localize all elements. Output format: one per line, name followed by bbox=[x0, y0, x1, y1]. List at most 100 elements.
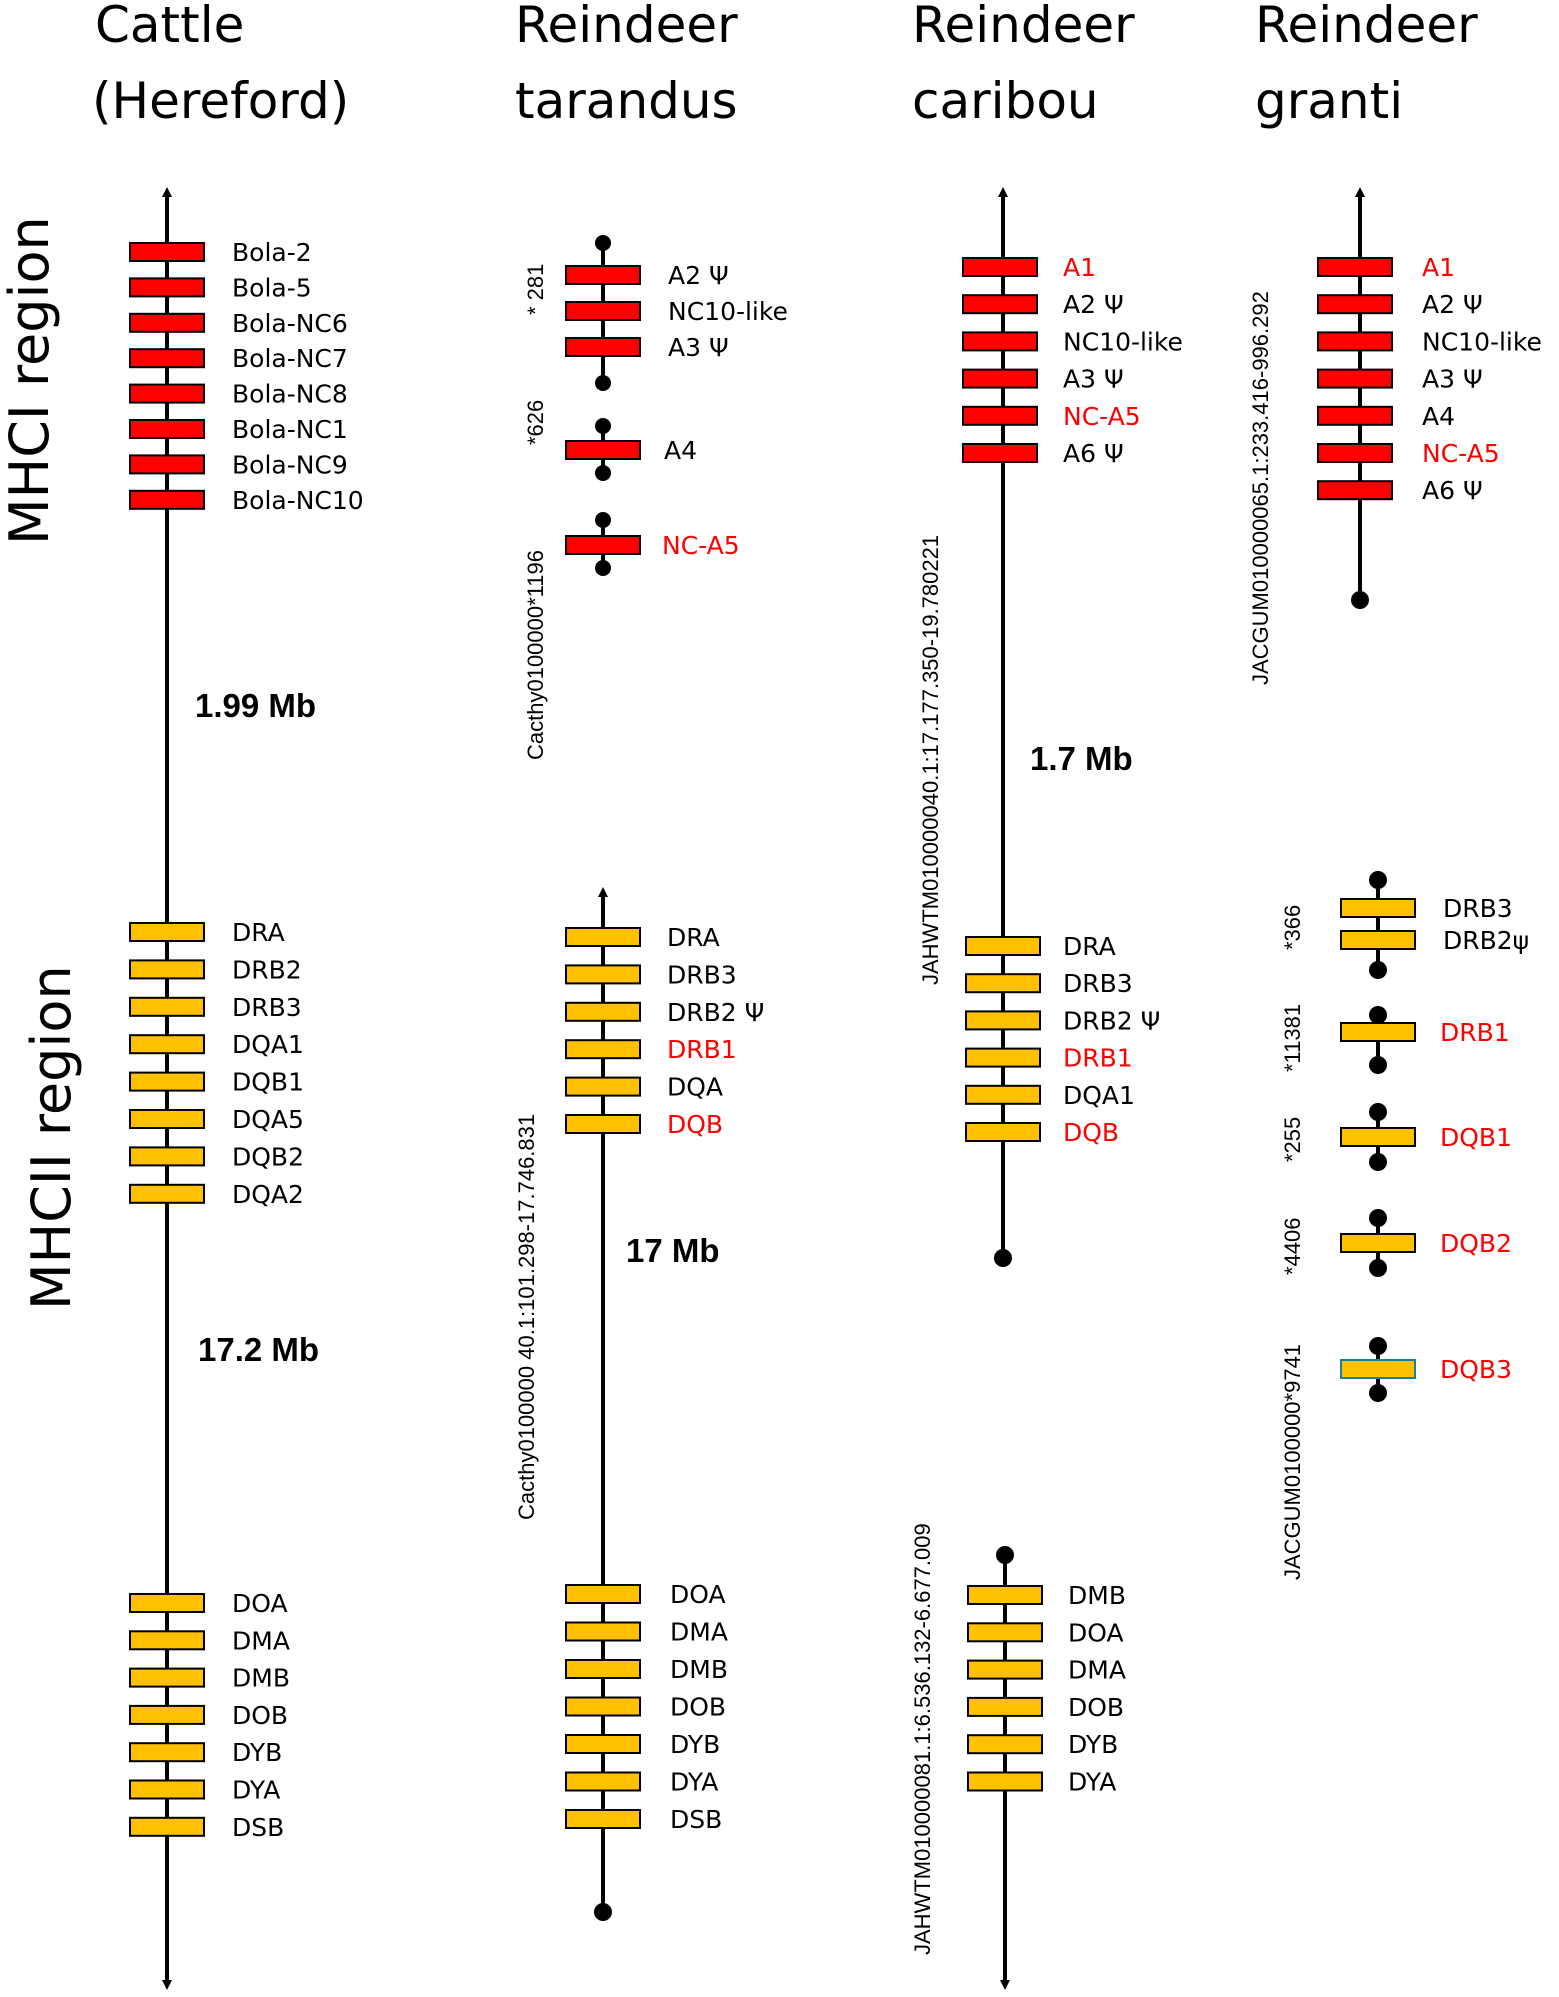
granti-frag4-box-dqb2 bbox=[1340, 1233, 1416, 1253]
caribou-mhc1-label-a2: A2 Ψ bbox=[1063, 290, 1124, 319]
granti-mhc1-box-nc10-like bbox=[1317, 331, 1393, 352]
cattle-mhc1-box-bola-nc6 bbox=[129, 312, 205, 333]
tarandus-mhc2b-box-doa bbox=[565, 1584, 641, 1604]
granti-frag1-gene-group: DRB3 DRB2ψ bbox=[1340, 894, 1529, 955]
cattle-mhc2a-box-dra bbox=[129, 922, 205, 942]
granti-frag2-end-dot bbox=[1369, 1056, 1387, 1074]
caribou-mhc2b-label-dma: DMA bbox=[1068, 1656, 1126, 1685]
tarandus-mhc2a-label-dqb: DQB bbox=[667, 1110, 723, 1139]
granti-mhc1-box-a3 bbox=[1317, 368, 1393, 389]
cattle-mhc2a-label-dqa5: DQA5 bbox=[232, 1105, 304, 1134]
tarandus-frag3-end-dot bbox=[595, 560, 611, 576]
tarandus-frag1-box-nc10-like bbox=[565, 301, 641, 321]
caribou-mhc2a-label-dqb: DQB bbox=[1063, 1118, 1119, 1147]
caribou-mhc1-box-nc10-like bbox=[962, 331, 1038, 352]
cattle-mhc1-box-bola-nc10 bbox=[129, 489, 205, 510]
cattle-mhc2b-label-dyb: DYB bbox=[232, 1738, 282, 1767]
granti-frag3-label-dqb1: DQB1 bbox=[1440, 1123, 1512, 1152]
caribou-mhc1-box-a6 bbox=[962, 443, 1038, 463]
caribou-accession-1: JAHWTM010000040.1:17.177.350-19.780221 bbox=[918, 535, 943, 985]
granti-frag4-start-dot bbox=[1369, 1209, 1387, 1227]
granti-mhc1-label-a3: A3 Ψ bbox=[1422, 365, 1483, 394]
tarandus-mhc2b-label-doa: DOA bbox=[670, 1580, 726, 1609]
tarandus-mhc2-gene-group-b: DOA DMA DMB DOB DYB DYA DSB bbox=[565, 1580, 728, 1834]
granti-accession-2-s4: *4406 bbox=[1280, 1217, 1305, 1275]
cattle-mhc2a-box-dqb1 bbox=[129, 1071, 205, 1092]
granti-mhc1-box-a2 bbox=[1317, 294, 1393, 315]
cattle-mhc1-box-bola-nc7 bbox=[129, 348, 205, 369]
tarandus-mhc2a-box-dqa bbox=[565, 1076, 641, 1097]
cattle-mhc2b-box-dob bbox=[129, 1704, 205, 1725]
title-granti-line2: granti bbox=[1255, 72, 1403, 130]
caribou-mhc2-gene-group-a: DRA DRB3 DRB2 Ψ DRB1 DQA1 DQB bbox=[965, 932, 1160, 1147]
title-cattle-line2: (Hereford) bbox=[92, 72, 349, 130]
tarandus-frag1-start-dot bbox=[595, 235, 611, 251]
caribou-mhc2b-label-dyb: DYB bbox=[1068, 1730, 1118, 1759]
tarandus-frag2-label-a4: A4 bbox=[664, 436, 697, 465]
granti-accession-2: JACGUM0100000*9741 bbox=[1280, 1344, 1305, 1580]
caribou-mhc2b-box-dma bbox=[967, 1659, 1043, 1680]
caribou-mhc2a-box-drb1 bbox=[965, 1047, 1041, 1068]
caribou-mhc2a-label-drb1: DRB1 bbox=[1063, 1044, 1133, 1073]
title-cattle-line1: Cattle bbox=[95, 0, 244, 54]
region-label-mhc2: MHCII region bbox=[20, 965, 83, 1310]
tarandus-frag3-label-nc-a5: NC-A5 bbox=[662, 531, 740, 560]
tarandus-mhc2a-label-dqa: DQA bbox=[667, 1073, 723, 1102]
caribou-mhc1-box-a2 bbox=[962, 294, 1038, 315]
tarandus-mhc2a-label-drb1: DRB1 bbox=[667, 1035, 737, 1064]
cattle-mhc1-box-bola-nc9 bbox=[129, 454, 205, 475]
cattle-mhc1-label-bola-nc8: Bola-NC8 bbox=[232, 380, 348, 409]
cattle-mhc2a-label-drb3: DRB3 bbox=[232, 993, 302, 1022]
caribou-mhc2a-box-dqb bbox=[965, 1122, 1041, 1142]
granti-frag5-box-dqb3 bbox=[1340, 1359, 1416, 1379]
tarandus-frag1-label-nc10-like: NC10-like bbox=[668, 297, 788, 326]
granti-frag5-label-dqb3: DQB3 bbox=[1440, 1355, 1512, 1384]
tarandus-frag1-label-a2: A2 Ψ bbox=[668, 261, 729, 290]
caribou-mhc2b-box-doa bbox=[967, 1622, 1043, 1643]
tarandus-mhc2b-box-dya bbox=[565, 1771, 641, 1792]
tarandus-frag2-start-dot bbox=[595, 418, 611, 434]
tarandus-mhc2b-label-dsb: DSB bbox=[670, 1805, 722, 1834]
cattle-mhc2a-box-drb2 bbox=[129, 959, 205, 980]
tarandus-mhc2b-label-dmb: DMB bbox=[670, 1655, 728, 1684]
caribou-mhc2a-box-drb3 bbox=[965, 973, 1041, 994]
title-tarandus-line2: tarandus bbox=[515, 72, 738, 130]
caribou-mhc2a-label-drb2: DRB2 Ψ bbox=[1063, 1006, 1160, 1035]
tarandus-frag1-label-a3: A3 Ψ bbox=[668, 333, 729, 362]
caribou-accession-2: JAHWTM010000081.1:6.536.132-6.677.009 bbox=[910, 1523, 935, 1955]
tarandus-mhc2b-box-dmb bbox=[565, 1659, 641, 1679]
caribou-mhc1-gene-group: A1 A2 Ψ NC10-like A3 Ψ NC-A5 A6 Ψ bbox=[962, 253, 1183, 468]
granti-mhc1-end-dot bbox=[1351, 591, 1369, 609]
cattle-mhc2b-box-dsb bbox=[129, 1816, 205, 1837]
tarandus-frag1-box-a3 bbox=[565, 337, 641, 357]
cattle-mhc2a-label-dqb1: DQB1 bbox=[232, 1068, 304, 1097]
granti-mhc1-label-nc10-like: NC10-like bbox=[1422, 327, 1542, 356]
cattle-mhc2a-label-dqb2: DQB2 bbox=[232, 1142, 304, 1171]
cattle-mhc2a-label-dqa1: DQA1 bbox=[232, 1030, 304, 1059]
granti-frag2-start-dot bbox=[1369, 1006, 1387, 1024]
caribou-mhc2a-box-dra bbox=[965, 936, 1041, 956]
granti-frag1-end-dot bbox=[1369, 961, 1387, 979]
granti-frag1-box-drb3 bbox=[1340, 898, 1416, 918]
tarandus-mhc2a-label-drb3: DRB3 bbox=[667, 960, 737, 989]
tarandus-mhc2b-box-dma bbox=[565, 1621, 641, 1642]
cattle-mhc1-label-bola-nc9: Bola-NC9 bbox=[232, 450, 348, 479]
tarandus-frag2-gene-group: A4 bbox=[565, 436, 697, 465]
cattle-mhc2-gene-group-a: DRA DRB2 DRB3 DQA1 DQB1 DQA5 DQB2 DQA2 bbox=[129, 918, 304, 1209]
caribou-mhc1-label-nc10-like: NC10-like bbox=[1063, 327, 1183, 356]
cattle-mhc2a-box-dqa2 bbox=[129, 1183, 205, 1204]
caribou-mhc2a-label-drb3: DRB3 bbox=[1063, 969, 1133, 998]
caribou-mhc2a-label-dra: DRA bbox=[1063, 932, 1116, 961]
cattle-mhc2b-box-dma bbox=[129, 1630, 205, 1651]
tarandus-frag1-box-a2 bbox=[565, 265, 641, 285]
caribou-mhc1-label-a6: A6 Ψ bbox=[1063, 439, 1124, 468]
granti-frag3-end-dot bbox=[1369, 1153, 1387, 1171]
caribou-mhc2a-box-drb2 bbox=[965, 1010, 1041, 1031]
title-tarandus-line1: Reindeer bbox=[515, 0, 738, 54]
cattle-mhc1-box-bola-5 bbox=[129, 277, 205, 298]
granti-mhc1-box-nc-a5 bbox=[1317, 443, 1393, 463]
tarandus-frag1-end-dot bbox=[595, 375, 611, 391]
tarandus-frag2-box-a4 bbox=[565, 440, 641, 460]
cattle-mhc1-gene-group: Bola-2 Bola-5 Bola-NC6 Bola-NC7 Bola-NC8 Bola… bbox=[129, 238, 364, 515]
granti-frag5-gene-group: DQB3 bbox=[1340, 1355, 1512, 1384]
